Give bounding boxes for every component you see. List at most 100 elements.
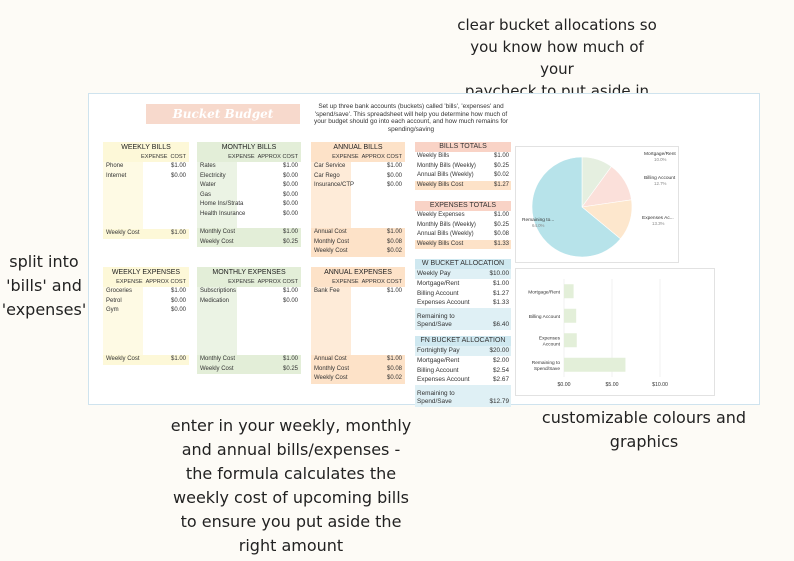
expense-value[interactable]: $1.00 <box>282 288 298 294</box>
cost-summary: Weekly Cost $1.00 <box>103 229 189 239</box>
sheet-title: Bucket Budget <box>146 104 300 124</box>
column-headers: EXPENSE APPROX COST <box>197 153 301 162</box>
expense-value[interactable]: $1.00 <box>170 288 186 294</box>
expense-label[interactable]: Car Service <box>314 163 346 169</box>
table-row[interactable]: Medication $0.00 <box>197 297 301 307</box>
expense-label[interactable]: Insurance/CTP <box>314 182 355 189</box>
expense-value[interactable]: $0.00 <box>282 182 298 189</box>
summary-value: $1.00 <box>386 356 402 362</box>
summary-label: Weekly Cost <box>314 248 348 255</box>
totals-row: Weekly Bills Cost $1.33 <box>415 239 511 250</box>
allocation-value: $1.00 <box>493 279 509 287</box>
table-row[interactable]: Car Service $1.00 <box>311 162 405 172</box>
expense-value[interactable]: $1.00 <box>386 163 402 169</box>
expense-value[interactable]: $0.00 <box>386 182 402 189</box>
totals-row: Weekly Bills $1.00 <box>415 152 511 162</box>
summary-label: Weekly Cost <box>200 365 234 372</box>
expense-label[interactable]: Rates <box>200 163 216 169</box>
expense-value[interactable]: $1.00 <box>386 288 402 294</box>
allocation-value: $10.00 <box>489 270 509 277</box>
summary-value: $1.00 <box>282 356 298 362</box>
entry-area <box>311 162 351 228</box>
allocation-row: Billing Account $1.27 <box>415 288 511 299</box>
allocation-value: $1.33 <box>493 299 509 307</box>
table-row[interactable]: Phone $1.00 <box>103 162 189 172</box>
totals-value: $0.08 <box>493 231 509 238</box>
allocation-title: FN BUCKET ALLOCATION <box>415 336 511 346</box>
table-row[interactable]: Gas $0.00 <box>197 191 301 201</box>
table-row[interactable]: Insurance/CTP $0.00 <box>311 181 405 191</box>
table-row[interactable]: Internet $0.00 <box>103 172 189 182</box>
cost-summary: Annual Cost $1.00 Monthly Cost $0.08 Weekly … <box>311 355 405 384</box>
expense-label[interactable]: Gas <box>200 191 212 198</box>
expense-label[interactable]: Groceries <box>106 288 133 294</box>
column-header-expense: EXPENSE <box>116 279 143 285</box>
expense-value[interactable]: $0.00 <box>170 307 186 314</box>
table-row[interactable]: Petrol $0.00 <box>103 297 189 307</box>
expense-label[interactable]: Home Ins/Strata <box>200 201 244 208</box>
totals-label: Monthly Bills (Weekly) <box>417 162 476 169</box>
totals-row: Annual Bills (Weekly) $0.02 <box>415 171 511 181</box>
summary-value: $0.08 <box>386 365 402 372</box>
table-row[interactable]: Gym $0.00 <box>103 306 189 316</box>
budget-spreadsheet: Bucket Budget Set up three bank accounts… <box>88 93 760 408</box>
expense-label[interactable]: Medication <box>200 297 230 304</box>
expense-value[interactable]: $0.00 <box>170 172 186 179</box>
expense-value[interactable]: $1.00 <box>170 163 186 169</box>
table-row[interactable]: Home Ins/Strata $0.00 <box>197 200 301 210</box>
expense-label[interactable]: Phone <box>106 163 124 169</box>
expense-label[interactable]: Electricity <box>200 172 226 179</box>
totals-row: Annual Bills (Weekly) $0.08 <box>415 230 511 240</box>
expense-label[interactable]: Health Insurance <box>200 210 246 217</box>
totals-label: Monthly Bills (Weekly) <box>417 221 476 228</box>
expense-value[interactable]: $0.00 <box>282 172 298 179</box>
table-row[interactable]: Health Insurance $0.00 <box>197 210 301 220</box>
expense-value[interactable]: $0.00 <box>282 201 298 208</box>
expense-value[interactable]: $0.00 <box>282 191 298 198</box>
expense-label[interactable]: Bank Fee <box>314 288 340 294</box>
pie-chart: Mortgage/Rent 10.0% Billing Account 12.7% Ex… <box>515 146 679 263</box>
remaining-value: $12.79 <box>489 397 509 405</box>
entry-list: Bank Fee $1.00 <box>311 287 405 297</box>
totals-value: $1.33 <box>493 240 509 247</box>
expense-value[interactable]: $0.00 <box>282 297 298 304</box>
allocation-label: Mortgage/Rent <box>417 356 460 364</box>
table-row[interactable]: Car Rego $0.00 <box>311 172 405 182</box>
table-row[interactable]: Electricity $0.00 <box>197 172 301 182</box>
allocation-row: Expenses Account $2.67 <box>415 375 511 386</box>
allocation-value: $2.67 <box>493 376 509 384</box>
expense-value[interactable]: $0.00 <box>386 172 402 179</box>
caption-line: to ensure you put aside the <box>180 512 402 531</box>
entry-area <box>103 287 143 355</box>
table-row[interactable]: Rates $1.00 <box>197 162 301 172</box>
table-row[interactable]: Water $0.00 <box>197 181 301 191</box>
column-header-expense: EXPENSE <box>141 154 168 160</box>
sheet-intro: Set up three bank accounts (buckets) cal… <box>314 103 508 133</box>
expense-label[interactable]: Car Rego <box>314 172 340 179</box>
expense-label[interactable]: Water <box>200 182 216 189</box>
expense-label[interactable]: Petrol <box>106 297 122 304</box>
summary-value: $0.25 <box>282 238 298 245</box>
bar-chart-svg: $0.00 $5.00 $10.00 Mortgage/Rent Billing Acc… <box>528 279 668 388</box>
expense-value[interactable]: $0.00 <box>282 210 298 217</box>
expense-label[interactable]: Subscriptions <box>200 288 237 294</box>
entry-list: Subscriptions $1.00 Medication $0.00 <box>197 287 301 306</box>
expense-label[interactable]: Gym <box>106 307 119 314</box>
expense-value[interactable]: $0.00 <box>170 297 186 304</box>
summary-label: Monthly Cost <box>200 356 236 362</box>
expense-value[interactable]: $1.00 <box>282 163 298 169</box>
x-tick-label: $0.00 <box>558 382 571 388</box>
caption-line: clear bucket allocations so <box>457 16 657 34</box>
totals-value: $1.00 <box>493 153 509 159</box>
totals-value: $1.27 <box>493 181 509 188</box>
bar <box>564 284 574 299</box>
expense-label[interactable]: Internet <box>106 172 127 179</box>
table-row[interactable]: Bank Fee $1.00 <box>311 287 405 297</box>
allocation-row: Expenses Account $1.33 <box>415 298 511 309</box>
summary-value: $1.00 <box>282 229 298 235</box>
table-row[interactable]: Subscriptions $1.00 <box>197 287 301 297</box>
table-row[interactable]: Groceries $1.00 <box>103 287 189 297</box>
totals-row: Weekly Bills Cost $1.27 <box>415 180 511 191</box>
remaining-label: Remaining to Spend/Save <box>417 390 479 405</box>
column-header-expense: EXPENSE <box>332 154 359 160</box>
